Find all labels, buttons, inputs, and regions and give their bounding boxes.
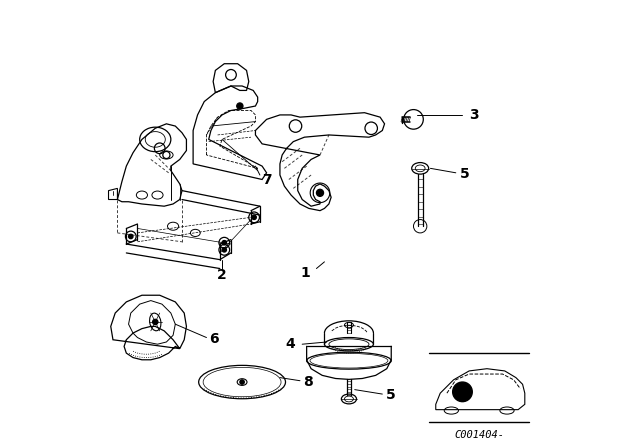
Text: 5: 5 bbox=[386, 388, 396, 402]
Text: 2: 2 bbox=[217, 268, 227, 282]
Text: C001404-: C001404- bbox=[454, 430, 504, 440]
Circle shape bbox=[152, 319, 158, 325]
Text: 6: 6 bbox=[209, 332, 220, 346]
Text: 7: 7 bbox=[262, 173, 272, 187]
Circle shape bbox=[452, 382, 472, 402]
Circle shape bbox=[316, 189, 324, 196]
Circle shape bbox=[222, 248, 227, 252]
Circle shape bbox=[222, 241, 227, 245]
Circle shape bbox=[252, 215, 257, 220]
Circle shape bbox=[129, 234, 133, 239]
Text: 3: 3 bbox=[469, 108, 479, 122]
Text: 1: 1 bbox=[301, 266, 310, 280]
Text: 4: 4 bbox=[286, 337, 296, 351]
Text: 5: 5 bbox=[460, 167, 470, 181]
Text: 8: 8 bbox=[303, 375, 313, 389]
Circle shape bbox=[237, 103, 243, 109]
Circle shape bbox=[240, 380, 244, 384]
